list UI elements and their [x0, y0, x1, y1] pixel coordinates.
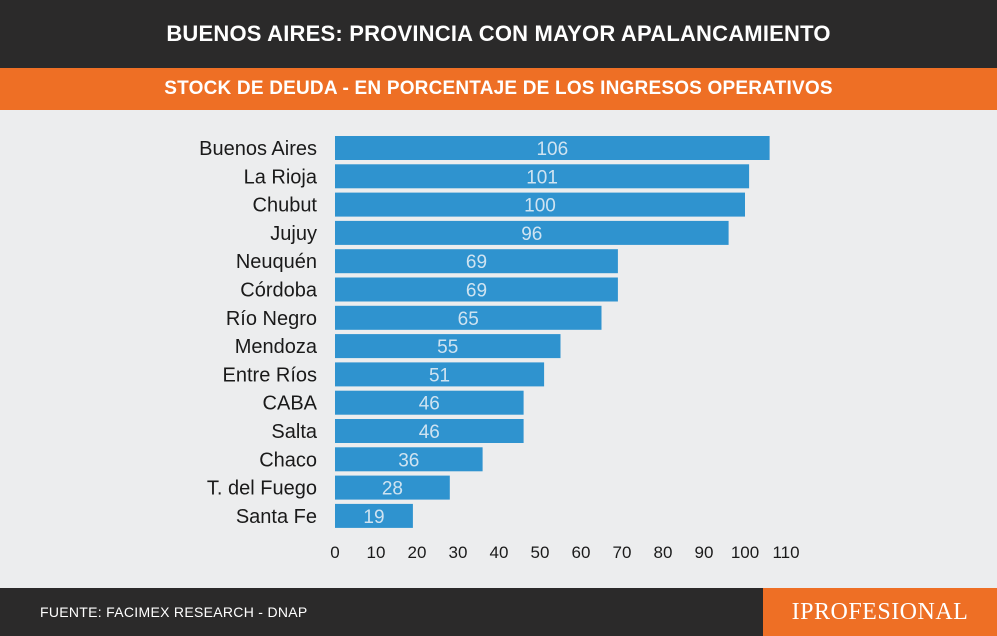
bar	[335, 362, 545, 387]
category-label: Santa Fe	[236, 506, 317, 528]
category-label: T. del Fuego	[207, 478, 317, 500]
chart-subtitle-bar: STOCK DE DEUDA - EN PORCENTAJE DE LOS IN…	[0, 68, 997, 110]
category-label: Neuquén	[236, 251, 317, 273]
value-label: 101	[526, 167, 558, 188]
bar	[335, 136, 770, 160]
footer: FUENTE: FACIMEX RESEARCH - DNAP IPROFESI…	[0, 588, 997, 636]
category-label: Chaco	[259, 449, 317, 471]
category-label: CABA	[263, 393, 318, 415]
bar	[335, 220, 729, 245]
x-tick-label: 70	[613, 543, 632, 562]
value-label: 55	[437, 337, 458, 358]
category-label: Río Negro	[226, 308, 317, 330]
value-label: 51	[429, 365, 450, 386]
category-label: Jujuy	[270, 223, 317, 245]
value-label: 69	[466, 281, 487, 302]
bar	[335, 447, 483, 472]
bar	[335, 305, 602, 330]
brand-box: IPROFESIONAL	[763, 588, 997, 636]
category-label: Buenos Aires	[199, 138, 317, 160]
value-label: 46	[419, 394, 440, 415]
category-label: Córdoba	[240, 280, 318, 302]
chart-title-bar: BUENOS AIRES: PROVINCIA CON MAYOR APALAN…	[0, 0, 997, 68]
category-label: Entre Ríos	[223, 364, 317, 386]
x-tick-label: 30	[449, 543, 468, 562]
source-note: FUENTE: FACIMEX RESEARCH - DNAP	[40, 604, 308, 620]
category-label: La Rioja	[244, 166, 318, 188]
chart-area: Buenos Aires 106 La Rioja 101 Chubut 100 Jujuy…	[0, 110, 997, 588]
value-label: 69	[466, 252, 487, 273]
x-tick-label: 20	[408, 543, 427, 562]
bar	[335, 475, 450, 500]
x-tick-label: 60	[572, 543, 591, 562]
x-tick-label: 0	[330, 543, 339, 562]
value-label: 19	[363, 507, 384, 528]
bar	[335, 419, 524, 443]
bar	[335, 503, 413, 528]
value-label: 100	[524, 196, 556, 217]
bar	[335, 334, 561, 359]
category-label: Mendoza	[235, 336, 318, 358]
x-tick-label: 10	[367, 543, 386, 562]
bar	[335, 249, 618, 274]
x-tick-label: 110	[772, 543, 799, 562]
x-tick-label: 90	[695, 543, 714, 562]
value-label: 96	[521, 224, 542, 245]
x-tick-label: 50	[531, 543, 550, 562]
bar	[335, 192, 745, 217]
chart-title: BUENOS AIRES: PROVINCIA CON MAYOR APALAN…	[166, 21, 831, 46]
bar	[335, 277, 618, 302]
chart-subtitle: STOCK DE DEUDA - EN PORCENTAJE DE LOS IN…	[164, 78, 833, 99]
value-label: 36	[398, 450, 419, 471]
brand-logo: IPROFESIONAL	[791, 598, 969, 625]
category-label: Salta	[271, 421, 317, 443]
bar	[335, 390, 524, 415]
value-label: 65	[458, 309, 479, 330]
value-label: 28	[382, 479, 403, 500]
value-label: 106	[536, 139, 568, 160]
bar	[335, 164, 750, 189]
x-tick-label: 40	[490, 543, 509, 562]
category-label: Chubut	[253, 195, 318, 217]
x-tick-label: 80	[654, 543, 673, 562]
value-label: 46	[419, 422, 440, 443]
x-tick-label: 100	[731, 543, 759, 562]
